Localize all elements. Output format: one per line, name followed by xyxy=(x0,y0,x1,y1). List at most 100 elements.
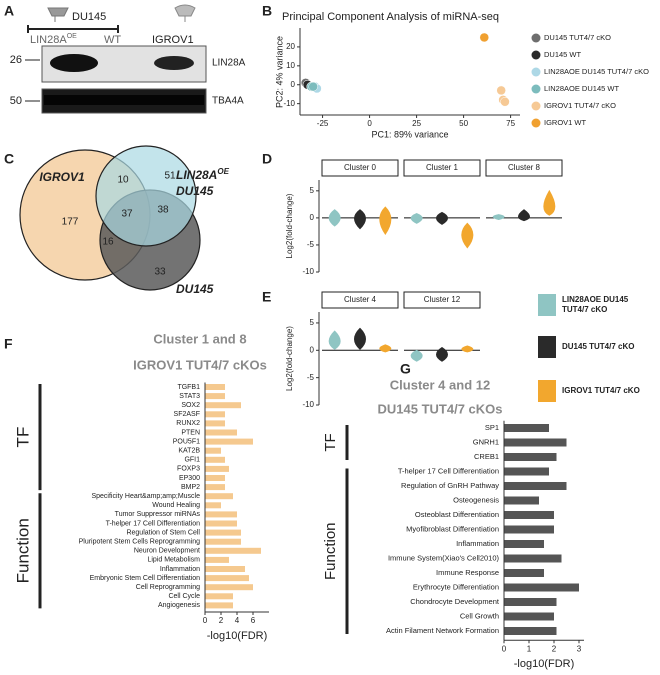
bar xyxy=(504,583,579,592)
violin xyxy=(328,209,341,227)
bar xyxy=(205,393,225,400)
venn-count: 177 xyxy=(62,217,79,228)
point xyxy=(479,32,490,43)
category-label: FOXP3 xyxy=(177,466,200,473)
x-tick-label: 0 xyxy=(502,644,507,653)
category-label: GNRH1 xyxy=(473,437,499,446)
bar xyxy=(504,627,557,635)
bar xyxy=(504,424,549,432)
y-axis-label: PC2: 4% variance xyxy=(274,36,284,108)
venn-count: 37 xyxy=(121,209,133,220)
category-label: Inflammation xyxy=(160,566,200,573)
category-label: Myofibroblast Differentiation xyxy=(406,524,499,533)
violin xyxy=(436,211,448,225)
violin xyxy=(543,189,556,216)
category-label: Inflammation xyxy=(456,539,499,548)
violin xyxy=(410,349,423,362)
violin xyxy=(436,346,448,362)
x-tick-label: 25 xyxy=(412,119,421,128)
bar xyxy=(504,467,549,476)
point xyxy=(496,85,506,96)
category-label: SF2ASF xyxy=(174,411,200,418)
group-label: TF xyxy=(13,427,32,448)
y-tick-label: -10 xyxy=(302,400,314,409)
bar xyxy=(205,520,237,527)
facet-label: Cluster 0 xyxy=(344,163,377,172)
bar xyxy=(205,602,233,609)
y-axis-label: Log2(fold-change) xyxy=(285,193,294,258)
bar xyxy=(504,569,544,577)
set-label: DU145 xyxy=(176,282,214,296)
x-tick-label: 4 xyxy=(235,616,240,625)
panel-label: D xyxy=(262,151,272,167)
violin xyxy=(354,209,366,230)
legend-swatch xyxy=(531,50,541,60)
violin xyxy=(492,214,505,221)
bracket xyxy=(27,25,119,33)
set-label: IGROV1 xyxy=(39,170,85,184)
category-label: Immune System(Xiao's Cell2010) xyxy=(388,553,500,562)
violin xyxy=(461,345,474,353)
panel-label: G xyxy=(400,361,411,377)
bar xyxy=(504,511,554,519)
category-label: SOX2 xyxy=(181,402,200,409)
category-label: Cell Cycle xyxy=(168,593,200,600)
violin xyxy=(379,206,392,236)
x-tick-label: 2 xyxy=(219,616,224,625)
category-label: Lipid Metabolism xyxy=(147,557,200,564)
category-label: Cell Reprogramming xyxy=(136,584,200,591)
category-label: TGFB1 xyxy=(177,384,200,391)
category-label: Osteogenesis xyxy=(453,495,499,504)
violin xyxy=(410,213,423,224)
bar xyxy=(205,465,229,472)
bar xyxy=(205,511,237,518)
y-tick-label: -5 xyxy=(307,373,315,382)
category-label: GFI1 xyxy=(184,457,200,464)
y-tick-label: 0 xyxy=(310,345,315,354)
blot: DU145 LIN28AOE WT IGROV1 26 50 LIN28A TB… xyxy=(10,4,246,114)
category-label: PTEN xyxy=(181,429,200,436)
legend-label: LIN28AOE DU145 WT xyxy=(544,84,619,93)
bar xyxy=(205,402,241,409)
band xyxy=(44,95,204,105)
category-label: CREB1 xyxy=(474,452,499,461)
legend-label: LIN28AOE DU145 TUT4/7 cKO xyxy=(544,67,649,76)
legend-swatch xyxy=(538,380,556,402)
category-label: Osteoblast Differentiation xyxy=(415,510,499,519)
category-label: Chondrocyte Development xyxy=(410,597,500,606)
bar xyxy=(205,529,241,536)
x-tick-label: 75 xyxy=(506,119,515,128)
panel-label: E xyxy=(262,289,271,305)
bar xyxy=(205,484,225,491)
y-tick-label: -5 xyxy=(307,240,315,249)
category-label: Immune Response xyxy=(436,568,499,577)
y-axis-label: Log2(fold-change) xyxy=(285,326,294,391)
category-label: Regulation of Stem Cell xyxy=(126,529,200,536)
bar xyxy=(205,593,233,600)
bar xyxy=(205,456,225,463)
legend-swatch xyxy=(531,67,541,77)
bar xyxy=(205,493,233,500)
facet-label: Cluster 4 xyxy=(344,295,377,304)
category-label: Neuron Development xyxy=(134,548,200,555)
bar xyxy=(504,496,539,505)
venn-set xyxy=(95,145,197,247)
bar xyxy=(205,556,229,563)
chart-title: Principal Component Analysis of miRNA-se… xyxy=(282,11,499,23)
category-label: Cell Growth xyxy=(460,611,499,620)
panel-label: F xyxy=(4,336,13,352)
bar xyxy=(504,612,554,621)
category-label: T-helper 17 Cell Differentiation xyxy=(398,466,499,475)
venn-count: 51 xyxy=(164,171,176,182)
bar xyxy=(205,547,261,554)
chart-subtitle: DU145 TUT4/7 cKOs xyxy=(378,401,503,416)
bar xyxy=(205,420,225,427)
legend-swatch xyxy=(531,118,541,128)
bar xyxy=(205,384,225,390)
legend-label: IGROV1 WT xyxy=(544,118,587,127)
set-label: LIN28AOE xyxy=(176,167,230,183)
x-axis-label: -log10(FDR) xyxy=(207,630,268,642)
legend-swatch xyxy=(538,336,556,358)
chart-subtitle: IGROV1 TUT4/7 cKOs xyxy=(133,357,267,372)
bar xyxy=(504,482,567,490)
